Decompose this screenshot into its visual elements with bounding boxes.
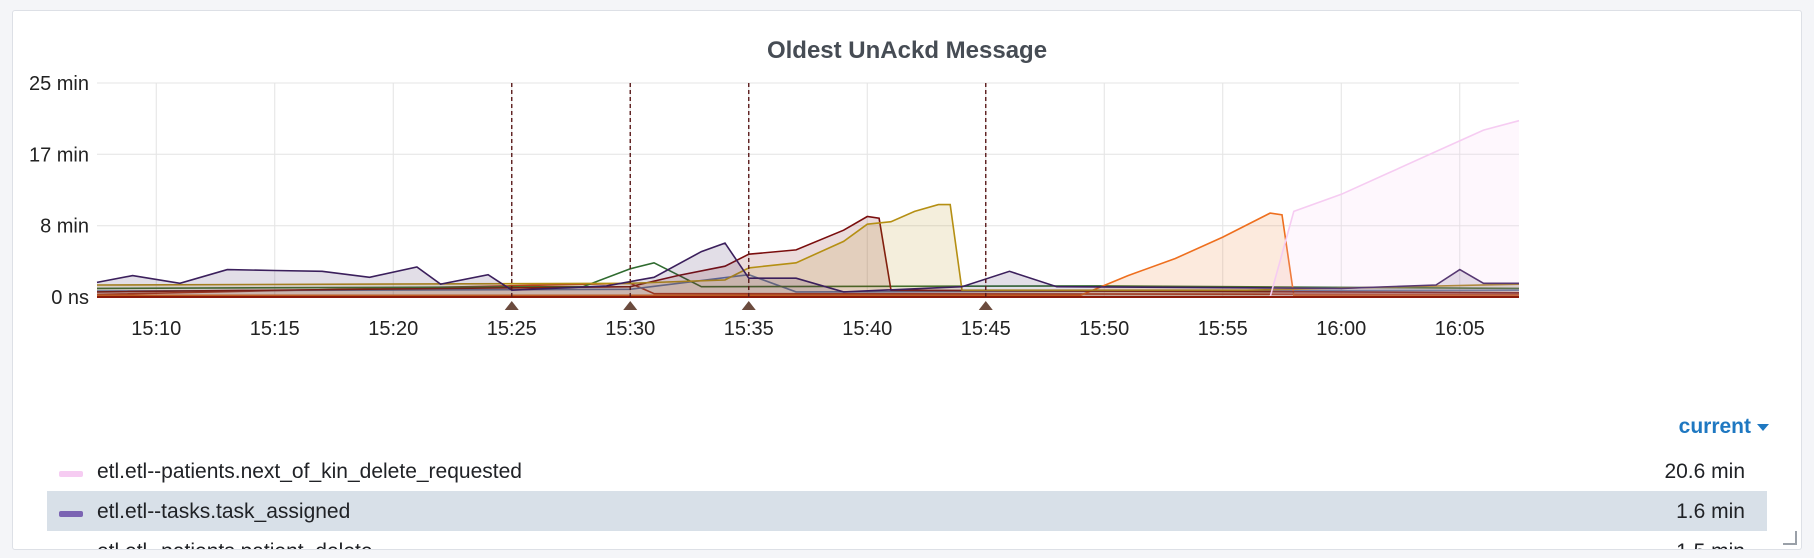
- legend: etl.etl--patients.next_of_kin_delete_req…: [47, 451, 1767, 549]
- x-tick-label: 15:40: [842, 318, 892, 340]
- annotation-marker-icon: [978, 301, 993, 310]
- annotation-marker-icon: [504, 301, 519, 310]
- legend-sort-label: current: [1678, 415, 1751, 438]
- annotation-marker-icon: [623, 301, 638, 310]
- x-tick-label: 15:50: [1079, 318, 1129, 340]
- x-tick-label: 15:35: [724, 318, 774, 340]
- series-line: [96, 242, 1519, 293]
- axis-layer: 0 ns 8 min 17 min 25 min 15:10 15:15 15:20 15:2…: [29, 73, 1485, 340]
- series-area: [1270, 120, 1519, 297]
- legend-swatch-icon[interactable]: [59, 471, 83, 477]
- series-line: [96, 215, 1520, 294]
- legend-row-1[interactable]: etl.etl--tasks.task_assigned 1.6 min: [47, 491, 1767, 531]
- series-line: [97, 212, 1519, 297]
- series-series-orange: [97, 212, 1519, 297]
- y-tick-label: 17 min: [29, 144, 89, 166]
- legend-series-value: 20.6 min: [1664, 460, 1745, 483]
- legend-series-name: etl.etl--tasks.task_assigned: [97, 500, 351, 523]
- y-tick-label: 0 ns: [51, 287, 89, 309]
- legend-row-2[interactable]: etl.etl--patients.patient_delete 1.5 min: [47, 531, 1767, 549]
- legend-sort-current[interactable]: current: [1679, 415, 1769, 439]
- series-line: [96, 203, 1520, 292]
- panel-resize-handle[interactable]: [1783, 531, 1797, 545]
- chart-plot-area[interactable]: 0 ns 8 min 17 min 25 min 15:10 15:15 15:20 15:2…: [13, 11, 1801, 411]
- legend-series-value: 1.6 min: [1676, 500, 1745, 523]
- x-tick-label: 15:45: [961, 318, 1011, 340]
- x-tick-label: 15:55: [1198, 318, 1248, 340]
- x-tick-label: 15:30: [605, 318, 655, 340]
- panel-title[interactable]: Oldest UnAckd Message: [766, 37, 1048, 64]
- caret-down-icon: [1757, 423, 1769, 431]
- series-etl.etl--patients.next_of_kin_delete_requested: [1269, 119, 1520, 298]
- y-tick-label: 25 min: [29, 73, 89, 95]
- x-tick-label: 15:25: [487, 318, 537, 340]
- x-tick-label: 16:05: [1435, 318, 1485, 340]
- annotation-marker-icon: [741, 301, 756, 310]
- series-area: [97, 243, 1519, 297]
- series-etl.etl--tasks.task_assigned: [96, 242, 1519, 297]
- series-line: [1269, 119, 1520, 298]
- x-tick-label: 15:10: [131, 318, 181, 340]
- annotation-layer: [504, 83, 993, 310]
- series-area: [97, 213, 1519, 297]
- x-tick-label: 16:00: [1316, 318, 1366, 340]
- y-tick-label: 8 min: [40, 216, 89, 238]
- legend-row-0[interactable]: etl.etl--patients.next_of_kin_delete_req…: [47, 451, 1767, 491]
- legend-series-value: 1.5 min: [1676, 540, 1745, 549]
- legend-series-name: etl.etl--patients.patient_delete: [97, 540, 373, 549]
- legend-swatch-icon[interactable]: [59, 511, 83, 517]
- x-tick-label: 15:15: [250, 318, 300, 340]
- x-tick-label: 15:20: [368, 318, 418, 340]
- legend-series-name: etl.etl--patients.next_of_kin_delete_req…: [97, 460, 522, 483]
- graph-panel: Oldest UnAckd Message 0 ns 8 min 17 min 25 …: [12, 10, 1802, 550]
- series-layer: [96, 119, 1520, 298]
